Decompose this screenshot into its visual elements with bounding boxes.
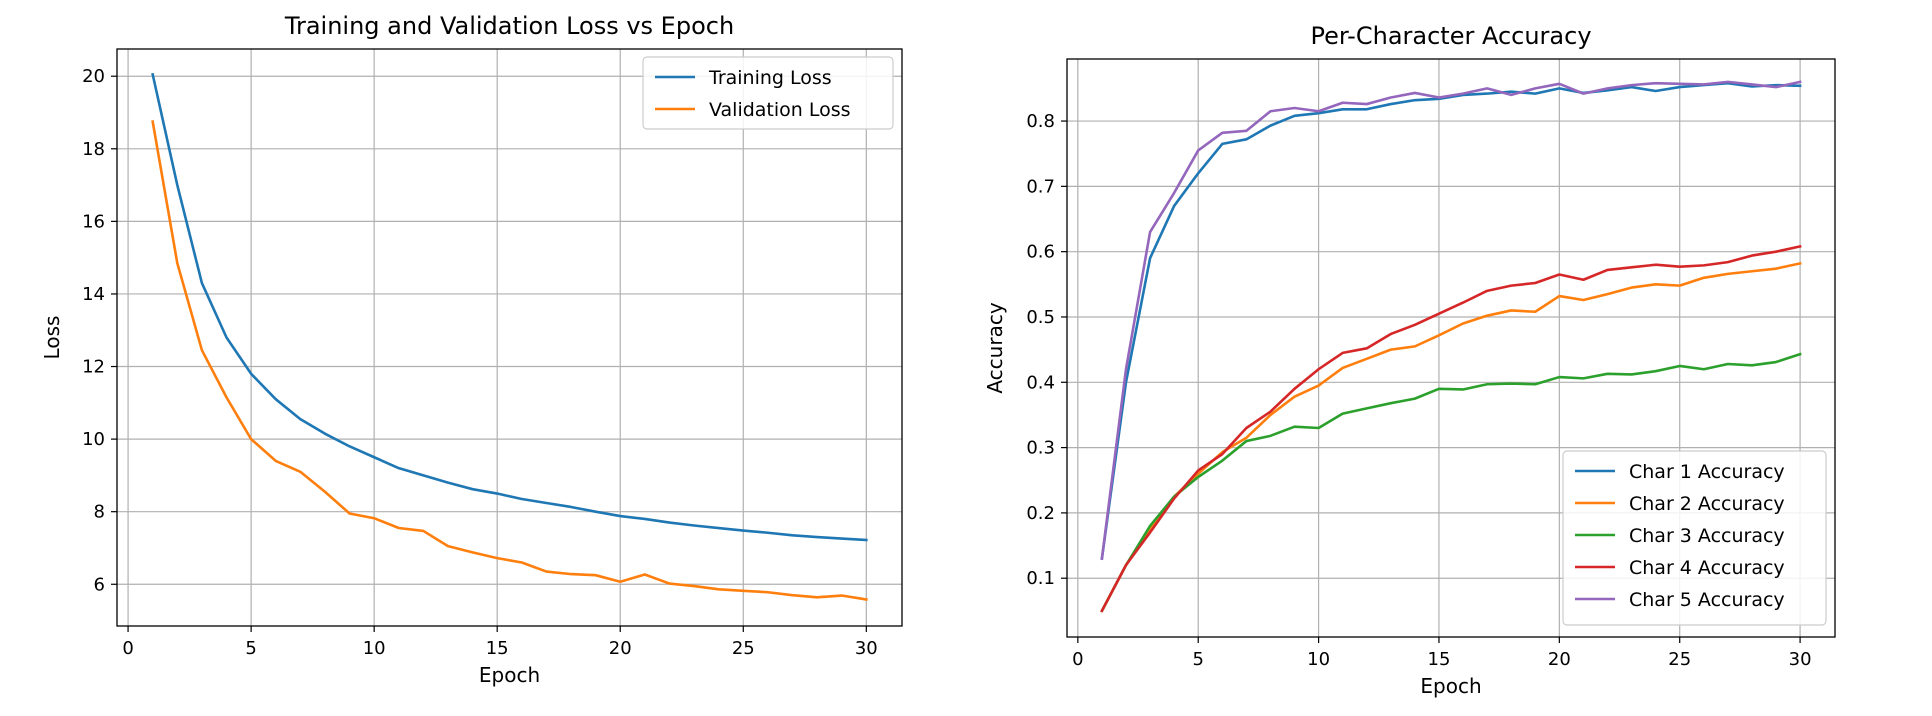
chart-2-xtick-label: 30 [1789,649,1812,670]
chart-2-legend-label-4: Char 4 Accuracy [1629,557,1785,579]
chart-1-legend: Training Loss Validation Loss [642,56,894,130]
chart-2-xtick-label: 15 [1428,649,1451,670]
chart-1-xtick-label: 5 [245,638,256,659]
chart-2-legend: Char 1 Accuracy Char 2 Accuracy Char 3 Acc… [1562,450,1827,626]
chart-1: 0 5 10 15 20 25 30 6 8 10 12 14 16 18 20 Training and V… [40,12,903,687]
chart-1-ytick-label: 16 [82,211,105,232]
chart-1-xtick-label: 30 [855,638,878,659]
chart-1-ytick-label: 8 [94,502,105,523]
chart-1-ytick-label: 14 [82,284,105,305]
chart-2-legend-label-5: Char 5 Accuracy [1629,589,1785,611]
chart-1-xtick-label: 15 [486,638,509,659]
chart-1-axes-frame [116,48,903,627]
chart-2-legend-label-2: Char 2 Accuracy [1629,493,1785,515]
chart-2-xtick-label: 5 [1192,649,1203,670]
chart-1-series-1-line [151,72,868,542]
chart-2-ytick-label: 0.1 [1026,568,1055,589]
chart-2-ytick-label: 0.5 [1026,307,1055,328]
chart-1-xlabel: Epoch [479,663,540,687]
chart-1-series-2-line [151,120,868,602]
chart-1-ytick-label: 6 [94,574,105,595]
chart-2-xtick-label: 10 [1307,649,1330,670]
chart-2-series-3-line [1100,352,1802,613]
chart-2-ytick-label: 0.3 [1026,438,1055,459]
chart-2-axes-frame [1066,58,1836,638]
chart-1-title: Training and Validation Loss vs Epoch [284,12,734,40]
chart-1-ylabel: Loss [40,316,64,360]
chart-2-ytick-label: 0.7 [1026,176,1055,197]
chart-2-ytick-label: 0.8 [1026,111,1055,132]
chart-1-xtick-label: 20 [609,638,632,659]
chart-2-xtick-label: 25 [1668,649,1691,670]
chart-1-ytick-label: 20 [82,66,105,87]
chart-2-legend-label-1: Char 1 Accuracy [1629,461,1785,483]
chart-2-ylabel: Accuracy [983,302,1007,393]
chart-2-legend-label-3: Char 3 Accuracy [1629,525,1785,547]
chart-2-series-4-line [1100,244,1802,613]
chart-2-series-5-line [1100,80,1802,561]
chart-1-ytick-label: 18 [82,139,105,160]
chart-2-ytick-label: 0.4 [1026,372,1055,393]
chart-1-legend-label-1: Training Loss [708,67,832,89]
chart-2-xlabel: Epoch [1420,674,1481,698]
chart-2-xtick-label: 20 [1548,649,1571,670]
chart-1-legend-label-2: Validation Loss [709,99,851,121]
chart-1-ytick-label: 12 [82,357,105,378]
chart-2-ytick-label: 0.6 [1026,242,1055,263]
chart-1-xtick-label: 25 [732,638,755,659]
chart-2-legend-box [1562,450,1827,626]
chart-1-legend-box [642,56,894,130]
chart-2: 0 5 10 15 20 25 30 0.1 0.2 0.3 0.4 0.5 0.6 0.7 0.8 Per-… [983,22,1836,698]
chart-2-title: Per-Character Accuracy [1310,22,1591,50]
chart-1-ytick-label: 10 [82,429,105,450]
chart-2-xtick-label: 0 [1072,649,1083,670]
chart-1-xtick-label: 10 [363,638,386,659]
chart-1-xtick-label: 0 [122,638,133,659]
chart-2-ytick-label: 0.2 [1026,503,1055,524]
